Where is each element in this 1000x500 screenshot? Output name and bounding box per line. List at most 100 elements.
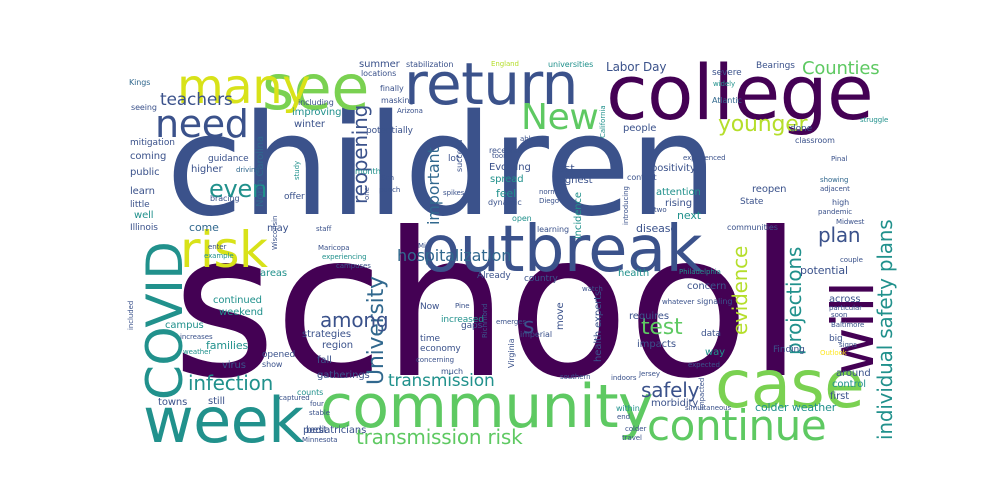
word-spikes: spikes (443, 189, 465, 197)
word-data: data (701, 329, 721, 339)
word-whatever: whatever (662, 298, 695, 306)
word-impacted: impacted (698, 377, 706, 410)
word-soon: soon (831, 311, 848, 319)
word-children: children (166, 85, 718, 248)
word-concerning: concerning (416, 356, 455, 364)
word-potentially: potentially (366, 126, 413, 136)
word-open: open (512, 214, 532, 223)
word-even: even (209, 175, 267, 203)
word-infection: infection (188, 371, 274, 395)
word-well: well (134, 210, 154, 221)
word-locations: locations (361, 69, 397, 78)
word-evidence: evidence (728, 245, 752, 335)
word-finally: finally (380, 84, 404, 93)
word-four: four (310, 400, 324, 408)
word-jersey: Jersey (639, 370, 660, 378)
word-showing: showing (820, 176, 849, 184)
word-severe: severe (712, 68, 742, 78)
word-hospitalization: hospitalization (397, 246, 512, 265)
word-continue: continue (647, 401, 827, 450)
word-outlook: Outlook (820, 349, 847, 357)
word-new: New (521, 97, 599, 138)
word-diego: Diego (539, 197, 560, 205)
word-much: much (441, 367, 464, 376)
word-risk: risk (180, 221, 268, 279)
word-month: month (355, 167, 381, 176)
word-high: high (832, 198, 850, 207)
word-need: need (155, 102, 249, 146)
word-virus: virus (222, 360, 246, 371)
word-captured: captured (279, 394, 310, 402)
word-first: first (830, 391, 850, 402)
word-wisconsin: Wisconsin (271, 215, 279, 250)
word-way: way (705, 347, 725, 358)
word-bracing: bracing (210, 194, 240, 203)
word-within: within (616, 404, 640, 413)
word-end: end (617, 413, 630, 421)
word-baltimore: Baltimore (831, 321, 865, 329)
word-evolving: Evolving (489, 162, 531, 173)
word-attention: attention (656, 187, 701, 198)
word-study: study (293, 160, 301, 180)
word-outbreak: outbreak (421, 213, 703, 287)
word-pine: Pine (455, 302, 470, 310)
word-succeed: succeed (455, 139, 464, 172)
word-spread: spread (490, 174, 524, 185)
word-travel: travel (622, 434, 642, 442)
word-able: able (520, 135, 535, 143)
word-summer: summer (359, 59, 400, 70)
word-including: including (298, 98, 334, 107)
word-safely: safely (641, 378, 700, 402)
word-individual-safety-plans: individual safety plans (873, 219, 897, 440)
word-california: California (599, 105, 607, 138)
word-mitigation: mitigation (130, 138, 175, 148)
word-now: Now (420, 302, 440, 312)
word-arizona: Arizona (397, 107, 423, 115)
word-context: context (627, 173, 657, 182)
word-opened: opened (262, 350, 296, 360)
word-universities: universities (548, 60, 594, 69)
word-people: people (623, 123, 657, 134)
word-state: State (740, 197, 764, 207)
word-illinois: Illinois (130, 223, 158, 233)
word-counts: counts (297, 388, 324, 397)
word-economy: economy (420, 344, 461, 354)
word-guidance: guidance (208, 154, 249, 164)
word-finding: Finding (773, 345, 805, 355)
word-concern: concern (687, 281, 727, 292)
word-s: s (523, 314, 535, 339)
word-communities: communities (727, 223, 778, 232)
word-masking: masking (381, 96, 415, 105)
word-virginia: Virginia (507, 338, 516, 368)
word-across: across (829, 294, 861, 305)
word-learning: learning (537, 225, 569, 234)
word-transmission-risk: transmission risk (356, 425, 523, 449)
word-southern: southern (560, 373, 591, 381)
word-labor-day: Labor Day (606, 60, 667, 74)
word-increases: increases (180, 333, 213, 341)
word-widely: widely (713, 80, 736, 88)
word-included: included (127, 300, 135, 330)
word-one: one (363, 187, 371, 200)
word-towns: towns (158, 397, 188, 408)
word-example: example (204, 252, 234, 260)
word-pediatricians: pediatricians (303, 425, 367, 436)
word-mid: Mid (418, 242, 431, 250)
word-struggle: struggle (860, 116, 889, 124)
word-two: two (654, 206, 667, 214)
word-reopen: reopen (752, 184, 787, 195)
word-campuses: campuses (336, 262, 371, 270)
word-weekend: weekend (219, 307, 264, 318)
word-dynamic: dynamic (488, 198, 522, 207)
word-kings: Kings (129, 78, 151, 87)
word-pinal: Pinal (831, 155, 848, 163)
word-health: health (618, 268, 650, 279)
word-campus: campus (165, 320, 204, 331)
word-gatherings: gatherings (317, 370, 370, 381)
word-may: may (267, 223, 289, 234)
word-learn: learn (130, 186, 155, 197)
word-philadelphia: Philadelphia (679, 268, 721, 276)
word-san: San (381, 174, 394, 182)
word-fall: fall (317, 355, 332, 366)
word-higher: higher (191, 164, 223, 175)
